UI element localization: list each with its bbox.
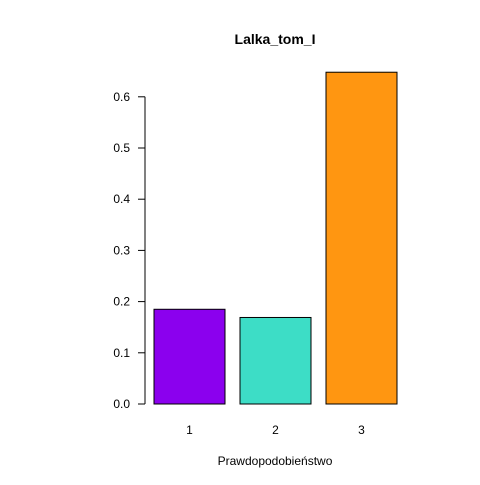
x-axis-labels: 1 2 3: [186, 423, 365, 437]
bar-1: [153, 308, 226, 405]
x-axis-title: Prawdopodobieństwo: [218, 454, 333, 468]
y-tick-label: 0.4: [113, 192, 130, 206]
y-axis: 0.0 0.1 0.2 0.3 0.4 0.5 0.6: [113, 90, 146, 411]
y-tick-label: 0.5: [113, 141, 130, 155]
y-tick-label: 0.1: [113, 346, 130, 360]
y-tick-label: 0.2: [113, 295, 130, 309]
bars-group: [153, 71, 398, 405]
x-category-label: 3: [358, 423, 365, 437]
chart-title: Lalka_tom_I: [235, 31, 316, 47]
y-tick-label: 0.0: [113, 397, 130, 411]
y-tick-label: 0.3: [113, 243, 130, 257]
bar-2: [239, 316, 312, 405]
x-category-label: 1: [186, 423, 193, 437]
bar-3: [325, 71, 398, 405]
x-category-label: 2: [272, 423, 279, 437]
y-tick-label: 0.6: [113, 90, 130, 104]
